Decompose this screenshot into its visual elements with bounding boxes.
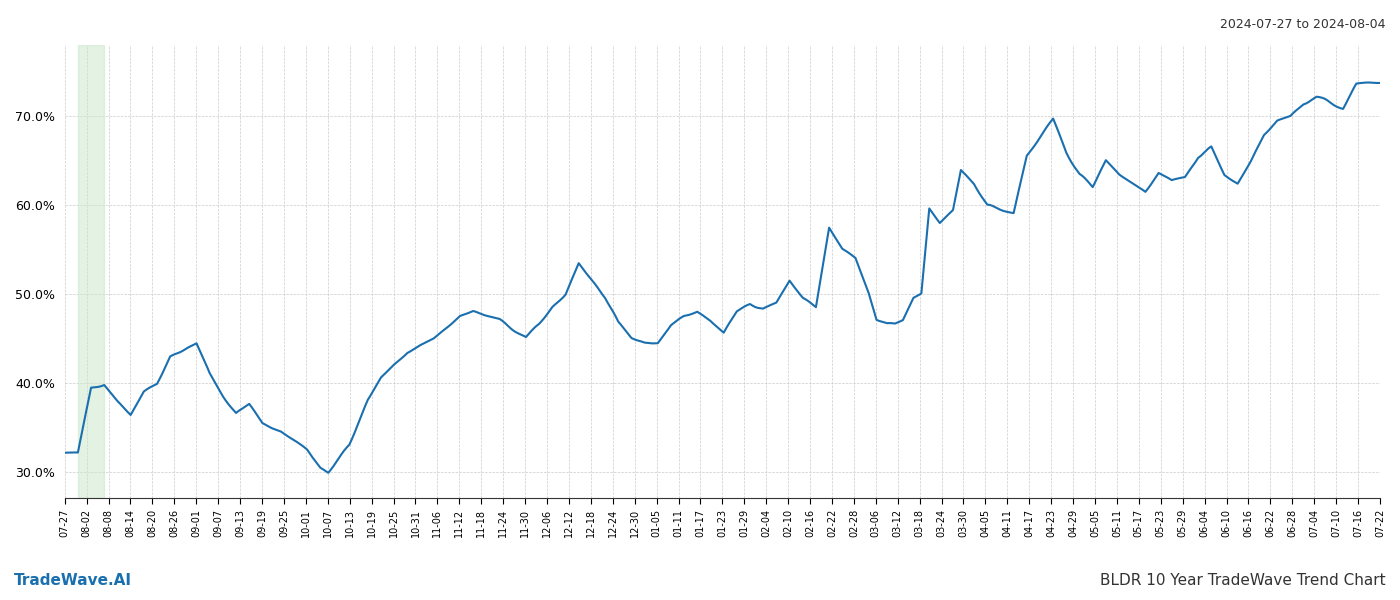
Text: BLDR 10 Year TradeWave Trend Chart: BLDR 10 Year TradeWave Trend Chart	[1100, 573, 1386, 588]
Text: TradeWave.AI: TradeWave.AI	[14, 573, 132, 588]
Bar	[78, 45, 104, 498]
Text: 2024-07-27 to 2024-08-04: 2024-07-27 to 2024-08-04	[1221, 18, 1386, 31]
